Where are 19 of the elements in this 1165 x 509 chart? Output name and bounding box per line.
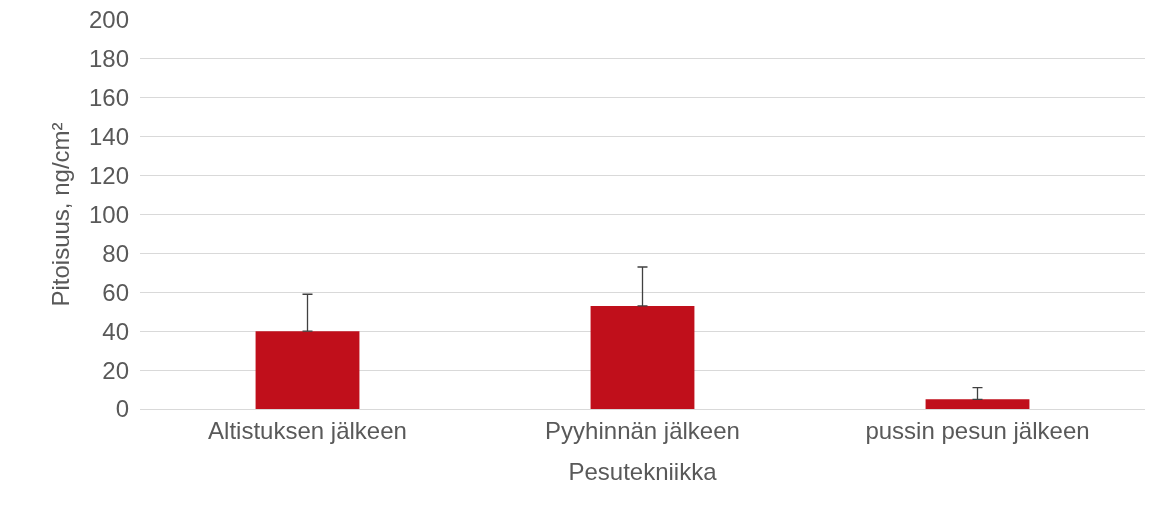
y-tick-label: 60 — [102, 278, 129, 306]
x-tick-label: pussin pesun jälkeen — [865, 416, 1090, 444]
x-tick-label: Altistuksen jälkeen — [208, 416, 407, 444]
y-tick-label: 100 — [88, 200, 129, 228]
y-tick-label: 200 — [88, 6, 129, 34]
y-tick-label: 40 — [102, 317, 129, 345]
y-tick-label: 140 — [88, 123, 129, 151]
y-tick-label: 180 — [88, 45, 129, 73]
bar — [590, 305, 695, 409]
y-tick-label: 80 — [102, 239, 129, 267]
y-tick-label: 160 — [88, 84, 129, 112]
x-tick-label: Pyyhinnän jälkeen — [545, 416, 740, 444]
bar — [255, 331, 360, 409]
bar — [925, 399, 1030, 409]
y-axis-title: Pitoisuus, ng/cm² — [47, 122, 75, 307]
y-tick-label: 20 — [102, 356, 129, 384]
y-tick-label: 120 — [88, 162, 129, 189]
x-axis-title: Pesutekniikka — [568, 458, 718, 486]
y-tick-label: 0 — [115, 395, 129, 423]
